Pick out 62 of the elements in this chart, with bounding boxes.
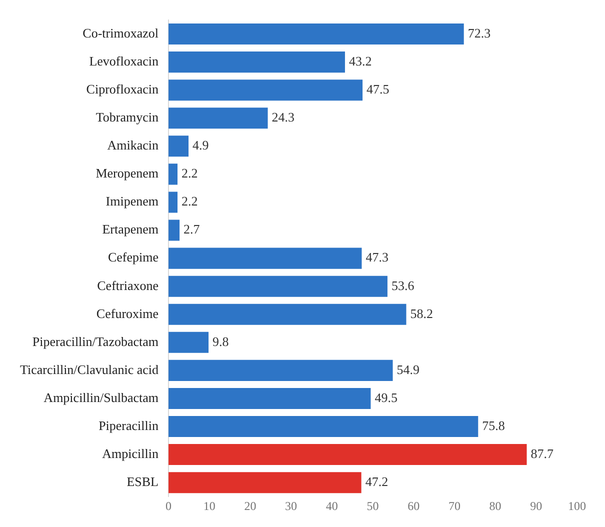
bar bbox=[168, 108, 268, 129]
bar bbox=[168, 276, 388, 297]
data-label: 2.7 bbox=[184, 222, 200, 237]
y-tick-label: Tobramycin bbox=[96, 110, 159, 125]
y-tick-label: Ceftriaxone bbox=[97, 278, 159, 293]
data-label: 75.8 bbox=[482, 418, 505, 433]
y-tick-label: Meropenem bbox=[96, 166, 159, 181]
data-label: 53.6 bbox=[391, 278, 415, 293]
y-tick-label: Ertapenem bbox=[102, 222, 159, 237]
data-label: 2.2 bbox=[182, 166, 198, 181]
data-label: 47.2 bbox=[365, 474, 388, 490]
data-label: 2.2 bbox=[182, 194, 198, 209]
x-tick-label: 100 bbox=[568, 498, 586, 513]
bar bbox=[168, 472, 362, 494]
data-label: 47.5 bbox=[366, 82, 390, 97]
y-tick-label: Imipenem bbox=[106, 194, 159, 209]
data-label: 87.7 bbox=[530, 446, 554, 461]
bar bbox=[168, 444, 527, 466]
x-tick-label: 20 bbox=[244, 498, 256, 513]
data-label: 24.3 bbox=[272, 110, 295, 125]
bar bbox=[168, 24, 464, 45]
y-tick-label: Piperacillin/Tazobactam bbox=[32, 334, 159, 349]
data-label: 72.3 bbox=[468, 25, 491, 40]
bar bbox=[168, 332, 209, 353]
x-tick-label: 90 bbox=[530, 498, 542, 513]
y-tick-label: Ciprofloxacin bbox=[86, 82, 159, 97]
y-tick-label: Levofloxacin bbox=[89, 53, 160, 68]
y-tick-label: Cefepime bbox=[108, 250, 159, 265]
y-tick-label: Ampicillin/Sulbactam bbox=[44, 390, 159, 405]
bar bbox=[168, 416, 478, 438]
data-label: 47.3 bbox=[366, 250, 388, 265]
bar bbox=[168, 360, 393, 381]
bar bbox=[168, 220, 180, 241]
data-label: 54.9 bbox=[396, 362, 420, 377]
data-label: 49.5 bbox=[374, 390, 398, 405]
y-tick-label: Cefuroxime bbox=[96, 306, 159, 321]
data-label: 43.2 bbox=[348, 53, 372, 68]
bar bbox=[168, 388, 371, 409]
bar bbox=[168, 192, 178, 213]
x-tick-label: 10 bbox=[203, 498, 216, 513]
y-tick-label: Ampicillin bbox=[102, 446, 159, 461]
bar bbox=[168, 164, 178, 185]
x-tick-label: 50 bbox=[366, 498, 379, 513]
data-label: 58.2 bbox=[410, 306, 433, 321]
x-tick-label: 0 bbox=[166, 498, 172, 513]
bar bbox=[168, 80, 363, 101]
x-tick-label: 80 bbox=[489, 498, 502, 513]
bar bbox=[168, 52, 345, 73]
x-tick-label: 30 bbox=[285, 498, 298, 513]
data-label: 9.8 bbox=[212, 334, 229, 349]
bar bbox=[168, 136, 189, 157]
x-tick-label: 60 bbox=[408, 498, 420, 513]
x-tick-label: 70 bbox=[448, 498, 460, 513]
data-label: 4.9 bbox=[192, 138, 209, 153]
y-tick-label: Co-trimoxazol bbox=[82, 25, 159, 40]
y-tick-label: Piperacillin bbox=[98, 418, 160, 433]
bar bbox=[168, 248, 362, 269]
bar bbox=[168, 304, 406, 325]
y-tick-label: Amikacin bbox=[107, 138, 160, 153]
x-tick-label: 40 bbox=[326, 498, 338, 513]
y-tick-label: Ticarcillin/Clavulanic acid bbox=[20, 362, 160, 377]
y-tick-label: ESBL bbox=[126, 474, 159, 490]
